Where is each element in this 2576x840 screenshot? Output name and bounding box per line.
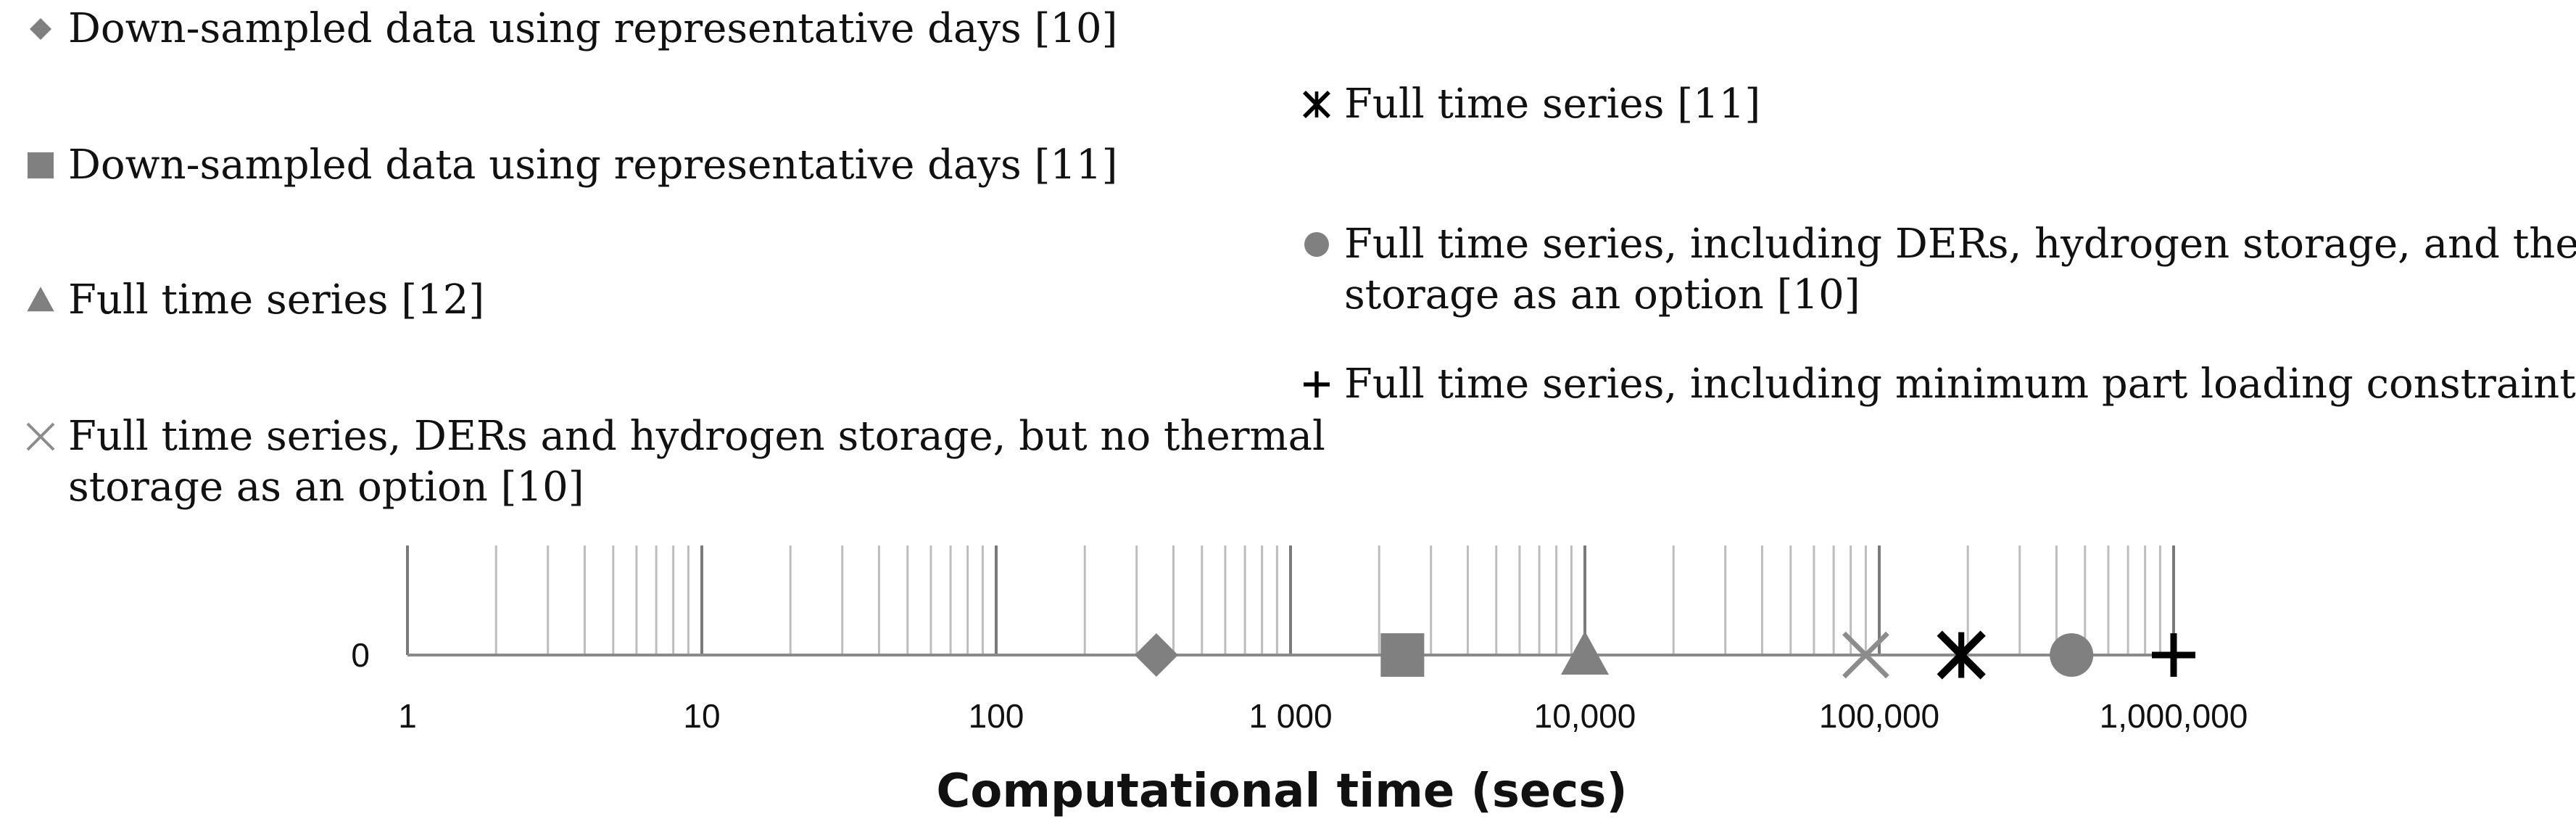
legend-item: Full time series [11] — [1302, 81, 1760, 128]
data-markers — [1134, 630, 2195, 680]
legend-item: Down-sampled data using representative d… — [28, 141, 1118, 189]
legend-label: Full time series, including DERs, hydrog… — [1344, 221, 2576, 318]
x-tick-label: 1 000 — [1248, 697, 1332, 735]
x-axis-title: Computational time (secs) — [936, 765, 1627, 818]
legend-label: Full time series [11] — [1344, 81, 1760, 128]
legend-item: Down-sampled data using representative d… — [30, 5, 1118, 52]
x-tick-label: 1 — [398, 697, 417, 735]
data-point-circle — [2050, 633, 2094, 677]
grid-lines — [406, 545, 2175, 655]
x-tick-label: 100,000 — [1819, 697, 1939, 735]
y-tick-label: 0 — [351, 636, 370, 674]
legend-item: Full time series, DERs and hydrogen stor… — [26, 413, 1325, 511]
legend-symbol-star — [1302, 90, 1331, 119]
legend-label: Down-sampled data using representative d… — [68, 141, 1118, 189]
x-tick-label: 100 — [969, 697, 1024, 735]
legend-symbol-plus — [1304, 371, 1330, 398]
legend-item: Full time series, including minimum part… — [1304, 361, 2576, 408]
legend-symbol-circle — [1304, 232, 1329, 257]
legend-label: Full time series, including minimum part… — [1344, 361, 2576, 408]
legend-symbol-x — [26, 422, 55, 451]
legend-label: Full time series, DERs and hydrogen stor… — [68, 413, 1325, 511]
data-point-diamond — [1134, 633, 1178, 677]
data-point-plus — [2152, 633, 2195, 677]
legend-symbol-square — [28, 152, 54, 178]
x-tick-label: 1,000,000 — [2100, 697, 2248, 735]
legend-symbol-diamond — [30, 18, 51, 40]
x-tick-label: 10 — [683, 697, 720, 735]
legend-symbol-triangle — [27, 287, 54, 312]
axes: 1 10 100 1 000 10,000 100,000 1,000,000 0 Comput… — [351, 636, 2248, 818]
data-point-triangle — [1561, 631, 1609, 675]
legend-item: Full time series [12] — [27, 276, 484, 324]
data-point-star — [1937, 630, 1986, 680]
data-point-square — [1380, 633, 1425, 677]
legend: Down-sampled data using representative d… — [26, 5, 2576, 511]
data-point-x — [1842, 631, 1889, 679]
legend-label: Down-sampled data using representative d… — [68, 5, 1118, 52]
x-tick-label: 10,000 — [1534, 697, 1636, 735]
legend-item: Full time series, including DERs, hydrog… — [1304, 221, 2576, 318]
legend-label: Full time series [12] — [68, 276, 484, 324]
